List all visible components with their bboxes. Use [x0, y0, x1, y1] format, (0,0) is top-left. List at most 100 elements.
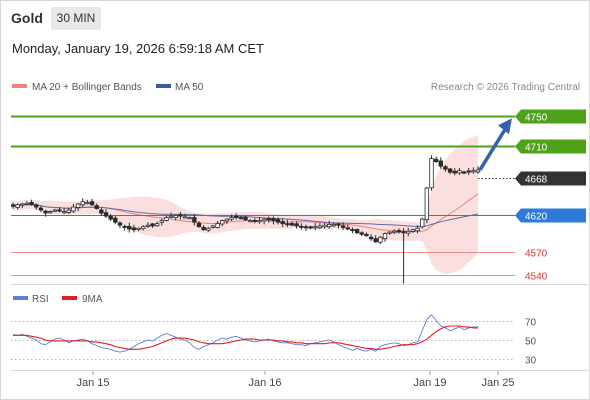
candle [150, 223, 155, 227]
datetime-label: Monday, January 19, 2026 6:59:18 AM CET [12, 41, 264, 56]
candle [52, 209, 58, 212]
candle [373, 238, 378, 243]
x-tick-label: Jan 19 [413, 377, 446, 389]
candle [173, 214, 178, 218]
candle [15, 204, 20, 208]
candle [471, 170, 476, 173]
ma50-legend-label: MA 50 [175, 82, 204, 93]
rsi-tick-70: 70 [525, 318, 537, 329]
candle [29, 201, 34, 206]
rsi-tick-50: 50 [525, 337, 537, 348]
rsi-legend-label: RSI [32, 294, 49, 305]
candle [457, 170, 462, 174]
candle [322, 224, 327, 228]
ma50-legend-swatch [156, 84, 171, 88]
candle [410, 229, 416, 232]
candle [266, 218, 271, 221]
candle [396, 230, 402, 233]
candle [392, 230, 397, 234]
x-tick-label: Jan 25 [481, 377, 514, 389]
candle [140, 226, 146, 230]
candle [229, 217, 234, 220]
forecast-arrow [478, 125, 509, 171]
candle [224, 218, 230, 222]
timeframe-badge[interactable]: 30 MIN [51, 7, 101, 30]
level-4750-label: 4750 [525, 113, 548, 124]
candle [336, 223, 341, 226]
candle [438, 160, 443, 167]
candle [280, 221, 285, 225]
candle [168, 215, 174, 218]
candle [178, 214, 183, 217]
candle [20, 203, 25, 206]
candle [350, 229, 355, 232]
candle [419, 218, 425, 228]
rsi-tick-30: 30 [525, 356, 537, 367]
candle [164, 217, 169, 221]
instrument-title: Gold [11, 10, 43, 26]
candle [354, 229, 360, 234]
candle [89, 201, 95, 206]
candle [308, 226, 313, 229]
candle [103, 212, 109, 217]
candle [233, 215, 239, 218]
candle [48, 211, 53, 214]
candle [340, 225, 346, 228]
candle [461, 171, 467, 174]
candle [466, 170, 471, 173]
level-4540-label: 4540 [525, 272, 548, 283]
candle [475, 169, 481, 173]
candle [85, 202, 90, 205]
candle [261, 218, 267, 222]
x-tick-label: Jan 16 [248, 377, 281, 389]
candle [108, 215, 113, 220]
level-4570-label: 4570 [525, 249, 548, 260]
rsi-legend-swatch [13, 296, 28, 300]
level-4668-label: 4668 [525, 175, 548, 186]
candle [452, 170, 457, 174]
candle [131, 227, 137, 231]
candle [75, 203, 81, 208]
candle [145, 224, 151, 227]
candle [24, 202, 30, 205]
candle [66, 209, 71, 213]
candle [447, 168, 453, 173]
candle [285, 223, 290, 226]
candle [43, 210, 48, 214]
candle [215, 223, 220, 228]
candle [345, 227, 350, 230]
candle [378, 236, 383, 243]
candle [289, 223, 295, 226]
level-4620-tag [515, 208, 586, 223]
candle [275, 219, 281, 223]
candle [247, 220, 253, 223]
candle [196, 222, 202, 228]
bollinger-band [13, 134, 478, 274]
candle [80, 201, 85, 206]
candle [299, 225, 304, 228]
candle [71, 206, 76, 212]
ma9-legend-swatch [62, 296, 77, 300]
candle [99, 209, 104, 214]
candle [313, 226, 318, 229]
candle [127, 225, 132, 230]
candle [220, 220, 225, 225]
candle [57, 209, 62, 212]
candle [443, 166, 448, 170]
candle [424, 187, 430, 221]
candle [11, 204, 16, 207]
level-4668-tag [515, 171, 586, 186]
candle [238, 217, 244, 220]
candle [94, 205, 99, 209]
candle [243, 216, 248, 221]
ma9-legend-label: 9MA [82, 294, 103, 305]
candle [326, 224, 332, 228]
candle [382, 233, 388, 240]
candle [113, 217, 118, 223]
candle [252, 219, 257, 222]
level-4710-label: 4710 [525, 143, 548, 154]
candle [406, 230, 411, 234]
research-credit: Research © 2026 Trading Central [431, 82, 580, 93]
x-tick-label: Jan 15 [76, 377, 109, 389]
candle [154, 223, 160, 227]
